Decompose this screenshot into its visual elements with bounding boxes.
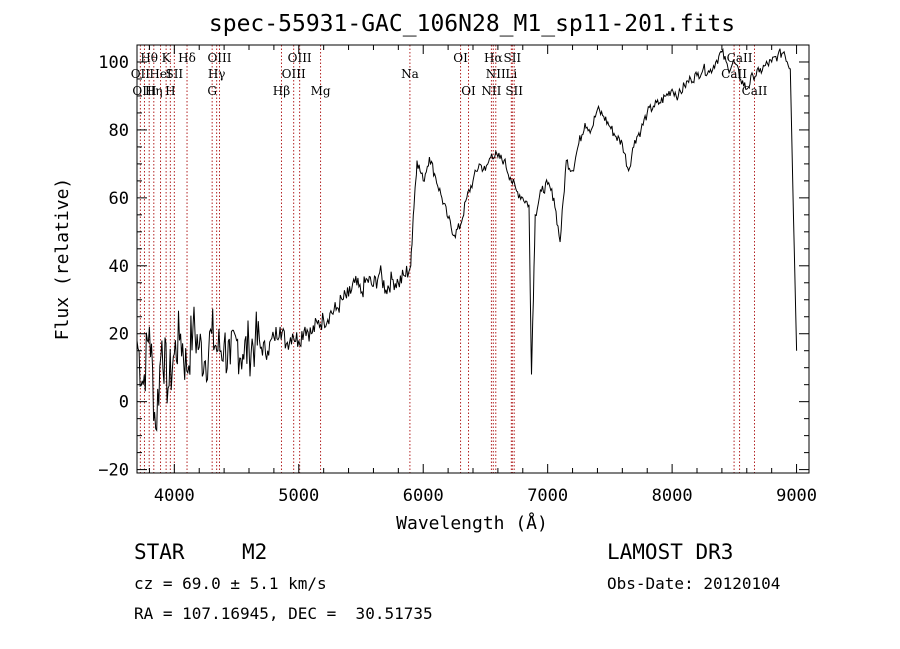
line-label-13: OIII [282,67,306,81]
y-tick-label-3: 40 [109,257,129,277]
spectrum-line [136,47,798,432]
line-label-3: Hη [145,84,163,98]
line-label-17: OI [453,51,468,65]
line-label-19: Hα [484,51,503,65]
x-tick-label-0: 4000 [154,486,195,506]
sky-coordinates: RA = 107.16945, DEC = 30.51735 [134,604,433,623]
line-label-8: Hδ [178,51,196,65]
y-tick-label-0: −20 [98,461,129,481]
line-label-0: Hθ [140,51,158,65]
y-tick-label-2: 20 [109,325,129,345]
redshift-cz: cz = 69.0 ± 5.1 km/s [134,574,327,593]
line-label-22: Li [505,67,517,81]
line-label-1: OII [131,67,151,81]
x-tick-label-5: 9000 [776,486,817,506]
x-tick-label-2: 6000 [403,486,444,506]
x-tick-label-3: 7000 [527,486,568,506]
line-label-26: CaII [721,67,747,81]
line-label-18: OI [461,84,476,98]
line-label-23: NII [481,84,501,98]
line-label-7: H [165,84,175,98]
line-label-16: Na [401,67,419,81]
observation-date: Obs-Date: 20120104 [607,574,781,593]
x-axis: 4000 5000 6000 7000 8000 9000 [148,45,817,506]
spectrum-chart: spec-55931-GAC_106N28_M1_sp11-201.fits H… [52,11,817,534]
line-label-5: K [162,51,172,65]
x-tick-label-4: 8000 [652,486,693,506]
object-type: STAR [134,540,185,564]
plot-frame [136,44,810,474]
spectrum-series [136,47,798,432]
y-tick-label-6: 100 [98,53,129,73]
line-label-10: Hγ [208,67,226,81]
x-axis-label: Wavelength (Å) [396,512,548,534]
line-label-15: Mg [311,84,331,98]
line-label-25: CaII [727,51,753,65]
survey-name: LAMOST DR3 [607,540,734,564]
line-label-21: NII [486,67,506,81]
chart-title: spec-55931-GAC_106N28_M1_sp11-201.fits [209,11,735,37]
line-label-6: SII [165,67,183,81]
object-subclass: M2 [242,540,268,564]
line-label-9: OIII [207,51,231,65]
line-label-14: Hβ [273,84,290,98]
y-tick-label-1: 0 [119,393,129,413]
line-label-4: HeI [149,67,172,81]
line-label-20: SII [503,51,521,65]
line-label-24: SII [505,84,523,98]
y-tick-label-5: 80 [109,121,129,141]
line-label-2: OIII [132,84,156,98]
y-axis: −20 0 20 40 60 80 100 [98,53,809,481]
y-axis-label: Flux (relative) [52,178,73,341]
x-tick-label-1: 5000 [278,486,319,506]
line-label-11: G [207,84,217,98]
line-label-12: OIII [288,51,312,65]
y-tick-label-4: 60 [109,189,129,209]
spectral-line-markers [139,45,755,473]
